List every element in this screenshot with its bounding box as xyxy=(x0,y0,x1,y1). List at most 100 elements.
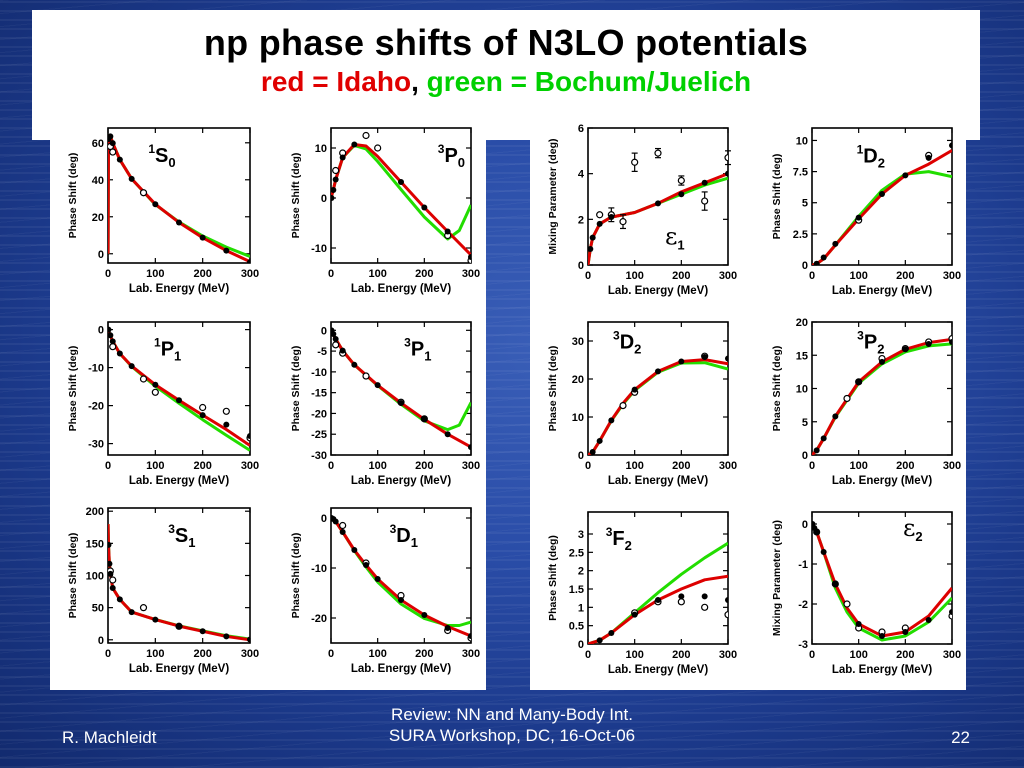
y-tick-label: 2.5 xyxy=(793,229,808,241)
y-tick-label: -30 xyxy=(88,439,104,451)
y-tick-label: 0 xyxy=(802,519,808,531)
footer-author: R. Machleidt xyxy=(62,728,157,747)
label-superscript: 3 xyxy=(404,335,411,349)
y-tick-label: 7.5 xyxy=(793,167,808,179)
data-point-filled xyxy=(339,529,346,535)
data-point-filled xyxy=(655,368,661,375)
data-point-filled xyxy=(949,142,952,149)
data-point-filled xyxy=(820,435,827,442)
label-main: P xyxy=(161,338,174,360)
y-tick-label: 3 xyxy=(578,529,584,541)
x-tick-label: 100 xyxy=(849,649,867,661)
data-point-open xyxy=(109,148,117,156)
label-superscript: 1 xyxy=(148,142,155,156)
partial-wave-label: 3S1 xyxy=(168,522,195,550)
label-subscript: 1 xyxy=(411,535,418,550)
x-axis-label: Lab. Energy (MeV) xyxy=(832,285,932,297)
y-axis-label: Mixing Parameter (deg) xyxy=(771,520,783,636)
y-tick-label: 60 xyxy=(92,138,104,150)
chart-1P1: 0 100 200 300 -30 -20 -10 0 Lab. Energy (MeV) Pha… xyxy=(67,321,259,487)
left-chart-panel xyxy=(50,118,486,690)
y-tick-label: 150 xyxy=(86,538,104,550)
data-point-filled xyxy=(855,214,862,221)
data-point-filled xyxy=(351,141,358,148)
label-main: P xyxy=(444,145,457,167)
footer-review: Review: NN and Many-Body Int. xyxy=(391,705,633,724)
series-line-idaho xyxy=(108,133,250,263)
y-tick-label: 20 xyxy=(796,317,808,329)
label-superscript: 1 xyxy=(857,142,864,156)
data-point-filled xyxy=(247,259,250,263)
label-subscript: 2 xyxy=(878,155,885,170)
label-main: P xyxy=(864,332,877,354)
y-tick-label: 0 xyxy=(578,639,584,651)
data-point-filled xyxy=(589,448,596,455)
y-tick-label: -20 xyxy=(311,613,327,625)
chart-3P2: 0 100 200 300 0 5 10 15 20 Lab. Energy (MeV) Phase… xyxy=(771,317,961,487)
data-point-open xyxy=(332,341,340,349)
data-point-open xyxy=(631,158,639,166)
data-point-filled xyxy=(152,381,159,388)
label-subscript: 1 xyxy=(174,348,181,363)
series-line-bochum xyxy=(812,170,952,265)
x-tick-label: 200 xyxy=(415,648,433,660)
x-axis-label: Lab. Energy (MeV) xyxy=(351,283,451,295)
y-tick-label: -5 xyxy=(317,346,327,358)
data-point-filled xyxy=(351,361,358,368)
chart-3D1: 0 100 200 300 -20 -10 0 Lab. Energy (MeV) Phase … xyxy=(290,507,480,675)
y-tick-label: 2.5 xyxy=(569,547,584,559)
data-point-open xyxy=(222,407,230,415)
y-axis-label: Phase Shift (deg) xyxy=(547,346,559,432)
y-tick-label: 100 xyxy=(86,571,104,583)
series-line-idaho xyxy=(812,523,952,638)
x-tick-label: 300 xyxy=(241,268,259,280)
x-tick-label: 200 xyxy=(415,460,433,472)
x-tick-label: 300 xyxy=(943,649,961,661)
chart-1S0: 0 100 200 300 0 20 40 60 Lab. Energy (MeV) Phase … xyxy=(67,127,259,295)
partial-wave-label: ε2 xyxy=(903,514,923,544)
data-point-filled xyxy=(949,609,952,615)
data-point-filled xyxy=(725,597,728,603)
partial-wave-label: 1D2 xyxy=(857,142,885,170)
label-main: D xyxy=(620,332,634,354)
chart-1D2: 0 100 200 300 0 2.5 5 7.5 10 Lab. Energy (MeV) Pha… xyxy=(771,127,961,297)
data-point-open xyxy=(139,604,148,612)
y-tick-label: -20 xyxy=(88,401,104,413)
chart-e2: 0 100 200 300 -3 -2 -1 0 Lab. Energy (MeV) Mixing… xyxy=(771,511,961,676)
data-point-open xyxy=(332,166,340,175)
plot-frame xyxy=(587,321,729,456)
label-subscript: 2 xyxy=(915,529,922,544)
data-point-filled xyxy=(116,350,123,357)
x-tick-label: 100 xyxy=(368,648,386,660)
data-point-filled xyxy=(725,170,728,177)
y-tick-label: 0 xyxy=(98,325,104,337)
data-point-open xyxy=(724,154,728,162)
data-point-filled xyxy=(332,518,339,525)
label-subscript: 1 xyxy=(424,348,431,363)
label-subscript: 1 xyxy=(188,535,195,550)
data-point-open xyxy=(701,197,709,205)
label-subscript: 0 xyxy=(168,155,175,170)
partial-wave-label: 3P0 xyxy=(438,142,465,170)
x-tick-label: 200 xyxy=(672,270,690,282)
partial-wave-label: ε1 xyxy=(665,222,685,252)
y-tick-label: 4 xyxy=(578,169,585,181)
data-point-filled xyxy=(247,433,250,439)
x-tick-label: 300 xyxy=(719,270,737,282)
data-point-filled xyxy=(678,358,685,365)
data-point-filled xyxy=(678,191,685,198)
x-axis-label: Lab. Energy (MeV) xyxy=(832,664,932,676)
label-superscript: 3 xyxy=(438,142,445,156)
data-point-filled xyxy=(223,421,230,428)
data-point-filled xyxy=(398,597,404,603)
y-tick-label: 10 xyxy=(796,384,808,396)
data-point-filled xyxy=(108,326,112,333)
y-tick-label: -20 xyxy=(311,408,327,420)
data-point-filled xyxy=(199,628,206,635)
subtitle-bochum: green = Bochum/Juelich xyxy=(426,66,752,97)
y-axis-label: Phase Shift (deg) xyxy=(547,535,559,621)
plot-frame xyxy=(811,127,953,266)
y-axis-label: Phase Shift (deg) xyxy=(67,346,79,432)
data-point-filled xyxy=(331,331,337,338)
page-number: 22 xyxy=(951,728,970,747)
